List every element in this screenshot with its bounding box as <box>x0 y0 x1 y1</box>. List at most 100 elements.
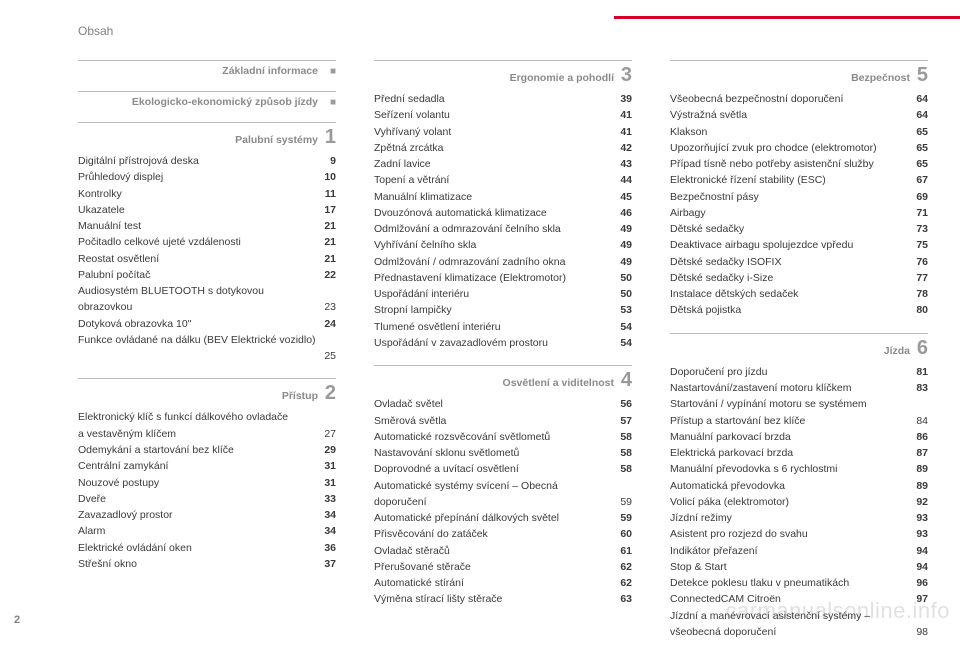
toc-entry-page: 92 <box>908 494 928 510</box>
toc-entry-page: 63 <box>612 591 632 607</box>
section-title: Ekologicko-ekonomický způsob jízdy <box>132 96 318 108</box>
toc-entry-page: 65 <box>908 140 928 156</box>
toc-entry-label: Všeobecná bezpečnostní doporučení <box>670 91 908 107</box>
toc-entry-label: Nouzové postupy <box>78 475 316 491</box>
toc-entry-label: ConnectedCAM Citroën <box>670 591 908 607</box>
toc-entry-label: Vyhřívání čelního skla <box>374 237 612 253</box>
toc-entry-label: Digitální přístrojová deska <box>78 153 316 169</box>
toc-entry-label: Stropní lampičky <box>374 302 612 318</box>
toc-entry-label: Manuální parkovací brzda <box>670 429 908 445</box>
toc-entry-label: Palubní počítač <box>78 267 316 283</box>
page-number: 2 <box>14 614 20 626</box>
toc-entry-page: 34 <box>316 523 336 539</box>
toc-entry-page: 41 <box>612 124 632 140</box>
toc-entry: Stop & Start94 <box>670 559 928 575</box>
toc-entry-label: Ovladač stěračů <box>374 543 612 559</box>
toc-entry-page: 53 <box>612 302 632 318</box>
toc-entry-page: 43 <box>612 156 632 172</box>
toc-entry-label: Seřízení volantu <box>374 107 612 123</box>
toc-entry-label: Odemykání a startování bez klíče <box>78 442 316 458</box>
toc-entry: Seřízení volantu41 <box>374 107 632 123</box>
toc-entry: Průhledový displej10 <box>78 169 336 185</box>
toc-entry: Alarm34 <box>78 523 336 539</box>
toc-entry: Odemykání a startování bez klíče29 <box>78 442 336 458</box>
toc-entry-label: Dětské sedačky i-Size <box>670 270 908 286</box>
toc-entry-label: Přisvěcování do zatáček <box>374 526 612 542</box>
toc-entry: Elektrické ovládání oken36 <box>78 540 336 556</box>
toc-entry-page: 64 <box>908 91 928 107</box>
toc-entry-label: Topení a větrání <box>374 172 612 188</box>
toc-entry: Výměna stírací lišty stěrače63 <box>374 591 632 607</box>
toc-entry-page: 67 <box>908 172 928 188</box>
toc-entry-page: 10 <box>316 169 336 185</box>
toc-entry-label: Výstražná světla <box>670 107 908 123</box>
toc-section: Ergonomie a pohodlí3Přední sedadla39Seří… <box>374 60 632 351</box>
toc-entry-label: Dětské sedačky ISOFIX <box>670 254 908 270</box>
toc-entry-page: 69 <box>908 189 928 205</box>
toc-entry: Uspořádání interiéru50 <box>374 286 632 302</box>
toc-entry-label: Průhledový displej <box>78 169 316 185</box>
section-entries: Ovladač světel56Směrová světla57Automati… <box>374 396 632 607</box>
toc-entry-page: 54 <box>612 335 632 351</box>
section-header: Palubní systémy1 <box>78 122 336 147</box>
toc-entry-label: Dětská pojistka <box>670 302 908 318</box>
toc-entry-label: Směrová světla <box>374 413 612 429</box>
toc-section: Bezpečnost5Všeobecná bezpečnostní doporu… <box>670 60 928 319</box>
toc-entry-page: 9 <box>316 153 336 169</box>
toc-entry-label: Dveře <box>78 491 316 507</box>
section-index: 2 <box>324 383 336 403</box>
toc-entry-page: 57 <box>612 413 632 429</box>
toc-entry: Vyhřívání čelního skla49 <box>374 237 632 253</box>
section-header: Jízda6 <box>670 333 928 358</box>
toc-entry-label: Manuální převodovka s 6 rychlostmi <box>670 461 908 477</box>
toc-entry: Asistent pro rozjezd do svahu93 <box>670 526 928 542</box>
toc-entry-page: 50 <box>612 286 632 302</box>
toc-entry-label: Dotyková obrazovka 10" <box>78 316 316 332</box>
toc-entry-page: 89 <box>908 478 928 494</box>
toc-entry-label: Případ tísně nebo potřeby asistenční slu… <box>670 156 908 172</box>
section-index: 3 <box>620 65 632 85</box>
toc-entry: Přednastavení klimatizace (Elektromotor)… <box>374 270 632 286</box>
toc-entry-page: 50 <box>612 270 632 286</box>
toc-entry: Nouzové postupy31 <box>78 475 336 491</box>
section-header: Základní informace■ <box>78 60 336 77</box>
toc-entry: Manuální klimatizace45 <box>374 189 632 205</box>
toc-entry-label: Zadní lavice <box>374 156 612 172</box>
toc-entry: Střešní okno37 <box>78 556 336 572</box>
toc-entry: Dětské sedačky73 <box>670 221 928 237</box>
toc-entry: Indikátor přeřazení94 <box>670 543 928 559</box>
toc-entry-label: Upozorňující zvuk pro chodce (elektromot… <box>670 140 908 156</box>
toc-entry-page: 49 <box>612 221 632 237</box>
toc-entry-page: 62 <box>612 559 632 575</box>
toc-entry: Dveře33 <box>78 491 336 507</box>
toc-entry-page: 59 <box>612 510 632 526</box>
toc-entry: Počitadlo celkové ujeté vzdálenosti21 <box>78 234 336 250</box>
toc-entry-page: 59 <box>620 494 632 510</box>
toc-entry-page: 83 <box>908 380 928 396</box>
toc-entry-label: Přerušované stěrače <box>374 559 612 575</box>
toc-entry-label: všeobecná doporučení <box>670 624 776 640</box>
toc-entry-label: Reostat osvětlení <box>78 251 316 267</box>
toc-entry: Reostat osvětlení21 <box>78 251 336 267</box>
toc-entry: Tlumené osvětlení interiéru54 <box>374 319 632 335</box>
toc-entry: Deaktivace airbagu spolujezdce vpředu75 <box>670 237 928 253</box>
toc-entry-page: 24 <box>316 316 336 332</box>
toc-entry: Dětská pojistka80 <box>670 302 928 318</box>
toc-entry-label: Nastavování sklonu světlometů <box>374 445 612 461</box>
toc-entry-page: 41 <box>612 107 632 123</box>
toc-column: Základní informace■ Ekologicko-ekonomický… <box>78 60 336 654</box>
section-title: Jízda <box>884 345 910 357</box>
toc-entry-label: Zpětná zrcátka <box>374 140 612 156</box>
chapter-title: Obsah <box>78 24 113 38</box>
toc-entry: Manuální převodovka s 6 rychlostmi89 <box>670 461 928 477</box>
toc-entry-page: 58 <box>612 445 632 461</box>
toc-entry: Automatická převodovka89 <box>670 478 928 494</box>
toc-entry-page: 22 <box>316 267 336 283</box>
section-index: 5 <box>916 65 928 85</box>
toc-entry: Volicí páka (elektromotor)92 <box>670 494 928 510</box>
toc-entry-label: Volicí páka (elektromotor) <box>670 494 908 510</box>
toc-entry: Odmlžování / odmrazování zadního okna49 <box>374 254 632 270</box>
section-entries: Doporučení pro jízdu81Nastartování/zasta… <box>670 364 928 641</box>
toc-entry-page: 23 <box>324 299 336 315</box>
toc-entry-page: 25 <box>324 348 336 364</box>
